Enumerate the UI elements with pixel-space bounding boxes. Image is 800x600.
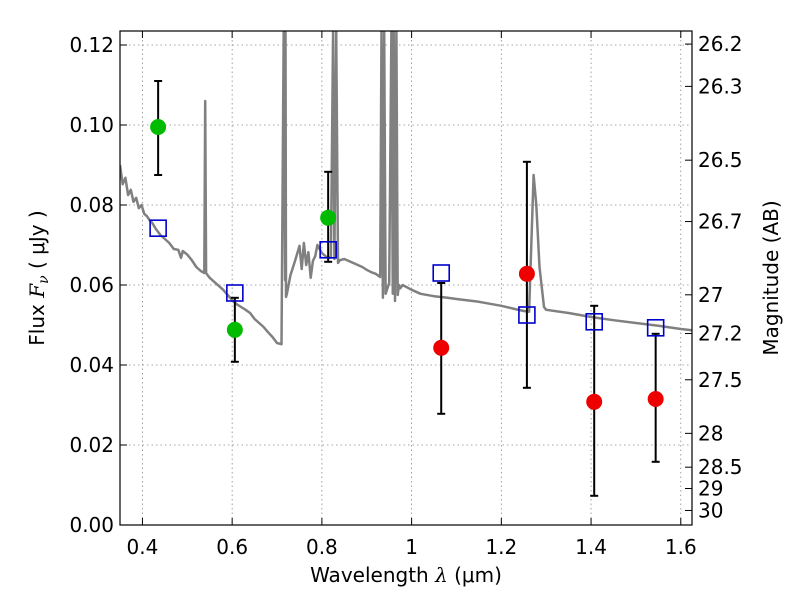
x-tick-label: 0.4	[127, 535, 159, 559]
x-tick-label: 1.6	[665, 535, 697, 559]
model-box	[518, 306, 536, 324]
grid-lines	[120, 31, 692, 525]
model-box	[646, 318, 665, 337]
y-tick-label: 0.00	[69, 513, 114, 537]
model-box	[226, 284, 244, 302]
y2-tick-label: 27	[698, 283, 723, 307]
axis-ticks: 0.4 0.6 0.8 1 1.2 1.4 1.6 0.00 0.02 0.04 0.06 0.08 0…	[69, 31, 743, 559]
y2-tick-label: 28	[698, 421, 723, 445]
data-point	[433, 339, 450, 356]
y-tick-label: 0.08	[69, 193, 114, 217]
y-tick-label: 0.10	[69, 113, 114, 137]
x-tick-label: 1	[405, 535, 418, 559]
model-box	[432, 264, 451, 282]
y-tick-label: 0.02	[69, 433, 114, 457]
y2-tick-label: 27.2	[698, 322, 743, 346]
x-axis-label: Wavelength λ (μm)	[310, 563, 502, 587]
x-tick-label: 0.8	[306, 535, 338, 559]
model-box	[585, 312, 603, 331]
y2-tick-label: 26.7	[698, 210, 743, 234]
data-point	[586, 393, 603, 410]
y2-tick-label: 27.5	[698, 368, 743, 392]
x-tick-label: 1.2	[485, 535, 517, 559]
error-bars	[154, 80, 660, 497]
y-tick-label: 0.12	[69, 33, 114, 57]
model-box	[319, 241, 337, 259]
data-point	[320, 209, 337, 226]
model-spectrum-layer	[120, 31, 692, 346]
y-axis-label: Flux Fν ( μJy )	[25, 210, 52, 345]
y-tick-label: 0.06	[69, 273, 114, 297]
model-spectrum-line	[120, 31, 692, 346]
data-point	[518, 265, 535, 282]
measured-points	[150, 119, 664, 410]
model-photometry-boxes	[149, 219, 665, 337]
data-point	[150, 119, 167, 135]
y2-tick-label: 26.2	[698, 32, 743, 56]
y-tick-label: 0.04	[69, 353, 114, 377]
y2-tick-label: 26.5	[698, 148, 743, 172]
y2-tick-label: 28.5	[698, 455, 743, 479]
x-tick-label: 0.6	[216, 535, 248, 559]
data-point	[226, 321, 243, 338]
data-point	[647, 391, 664, 407]
model-box	[149, 219, 167, 237]
y2-axis-label: Magnitude (AB)	[759, 200, 783, 355]
y2-tick-label: 26.3	[698, 74, 743, 98]
plot-frame	[119, 30, 693, 526]
y2-tick-label: 30	[698, 498, 723, 522]
x-tick-label: 1.4	[575, 535, 607, 559]
y2-tick-label: 29	[698, 477, 723, 501]
